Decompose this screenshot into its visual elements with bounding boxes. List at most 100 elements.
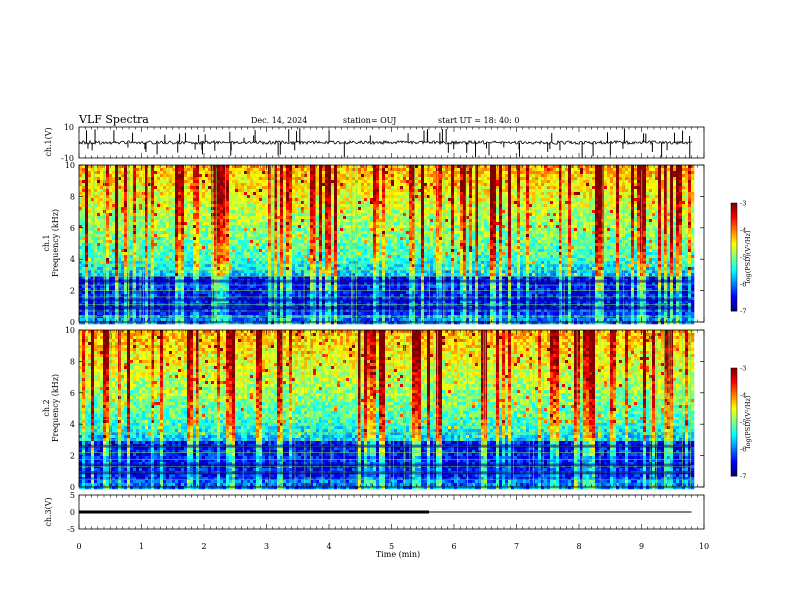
- spectrogram-cell: [331, 189, 335, 193]
- spectrogram-cell: [109, 264, 113, 268]
- spectrogram-cell: [187, 231, 191, 235]
- spectrogram-cell: [268, 189, 272, 193]
- spectrogram-cell: [292, 234, 296, 238]
- spectrogram-cell: [307, 261, 311, 265]
- spectrogram-cell: [112, 309, 116, 313]
- spectrogram-cell: [229, 321, 233, 325]
- spectrogram-cell: [274, 171, 278, 175]
- spectrogram-cell: [289, 204, 293, 208]
- spectrogram-cell: [160, 192, 164, 196]
- spectrogram-cell: [154, 294, 158, 298]
- spectrogram-cell: [277, 270, 281, 274]
- spectrogram-cell: [196, 294, 200, 298]
- spectrogram-cell: [325, 174, 329, 178]
- spectrogram-cell: [187, 291, 191, 295]
- spectrogram-cell: [310, 177, 314, 181]
- spectrogram-cell: [322, 180, 326, 184]
- spectrogram-cell: [118, 294, 122, 298]
- spectrogram-cell: [91, 216, 95, 220]
- spectrogram-cell: [223, 228, 227, 232]
- spectrogram-cell: [310, 309, 314, 313]
- spectrogram-cell: [130, 204, 134, 208]
- spectrogram-cell: [223, 240, 227, 244]
- spectrogram-cell: [154, 318, 158, 322]
- spectrogram-cell: [175, 192, 179, 196]
- spectrogram-cell: [334, 177, 338, 181]
- spectrogram-cell: [283, 231, 287, 235]
- spectrogram-cell: [133, 258, 137, 262]
- spectrogram-cell: [226, 222, 230, 226]
- spectrogram-cell: [190, 291, 194, 295]
- spectrogram-cell: [337, 165, 341, 169]
- spectrogram-cell: [328, 285, 332, 289]
- spectrogram-cell: [223, 255, 227, 259]
- spectrogram-cell: [214, 318, 218, 322]
- spectrogram-cell: [157, 288, 161, 292]
- spectrogram-cell: [130, 213, 134, 217]
- spectrogram-cell: [199, 216, 203, 220]
- spectrogram-cell: [232, 252, 236, 256]
- spectrogram-cell: [91, 288, 95, 292]
- spectrogram-cell: [250, 243, 254, 247]
- spectrogram-cell: [328, 201, 332, 205]
- spectrogram-cell: [268, 243, 272, 247]
- spectrogram-cell: [220, 174, 224, 178]
- spectrogram-cell: [169, 270, 173, 274]
- spectrogram-cell: [238, 207, 242, 211]
- spectrogram-cell: [136, 201, 140, 205]
- spectrogram-cell: [190, 249, 194, 253]
- spectrogram-cell: [166, 282, 170, 286]
- spectrogram-cell: [343, 192, 347, 196]
- spectrogram-cell: [346, 309, 350, 313]
- spectrogram-cell: [175, 228, 179, 232]
- spectrogram-cell: [352, 246, 356, 250]
- spectrogram-cell: [157, 225, 161, 229]
- spectrogram-cell: [190, 270, 194, 274]
- spectrogram-cell: [130, 321, 134, 325]
- spectrogram-cell: [298, 237, 302, 241]
- spectrogram-cell: [163, 171, 167, 175]
- spectrogram-cell: [172, 288, 176, 292]
- spectrogram-cell: [340, 255, 344, 259]
- spectrogram-cell: [139, 318, 143, 322]
- spectrogram-cell: [148, 261, 152, 265]
- spectrogram-cell: [241, 180, 245, 184]
- spectrogram-cell: [139, 201, 143, 205]
- spectrogram-cell: [148, 312, 152, 316]
- spectrogram-cell: [280, 213, 284, 217]
- spectrogram-cell: [316, 177, 320, 181]
- spectrogram-cell: [283, 186, 287, 190]
- spectrogram-cell: [136, 177, 140, 181]
- spectrogram-cell: [163, 288, 167, 292]
- spectrogram-cell: [175, 282, 179, 286]
- spectrogram-cell: [112, 213, 116, 217]
- spectrogram-cell: [226, 228, 230, 232]
- spectrogram-cell: [274, 261, 278, 265]
- spectrogram-cell: [94, 165, 98, 169]
- spectrogram-cell: [277, 237, 281, 241]
- spectrogram-cell: [286, 240, 290, 244]
- spectrogram-cell: [328, 198, 332, 202]
- spectrogram-cell: [241, 222, 245, 226]
- spectrogram-cell: [190, 222, 194, 226]
- spectrogram-cell: [88, 312, 92, 316]
- spectrogram-cell: [208, 318, 212, 322]
- spectrogram-cell: [163, 300, 167, 304]
- spectrogram-cell: [193, 240, 197, 244]
- spectrogram-cell: [256, 234, 260, 238]
- spectrogram-cell: [307, 171, 311, 175]
- spectrogram-cell: [133, 228, 137, 232]
- spectrogram-cell: [193, 228, 197, 232]
- spectrogram-cell: [244, 186, 248, 190]
- spectrogram-cell: [148, 228, 152, 232]
- spectrogram-cell: [112, 288, 116, 292]
- spectrogram-cell: [109, 210, 113, 214]
- spectrogram-cell: [283, 174, 287, 178]
- spectrogram-cell: [313, 282, 317, 286]
- spectrogram-cell: [130, 267, 134, 271]
- spectrogram-cell: [256, 276, 260, 280]
- spectrogram-cell: [229, 276, 233, 280]
- spectrogram-cell: [157, 321, 161, 325]
- spectrogram-cell: [304, 180, 308, 184]
- spectrogram-cell: [304, 234, 308, 238]
